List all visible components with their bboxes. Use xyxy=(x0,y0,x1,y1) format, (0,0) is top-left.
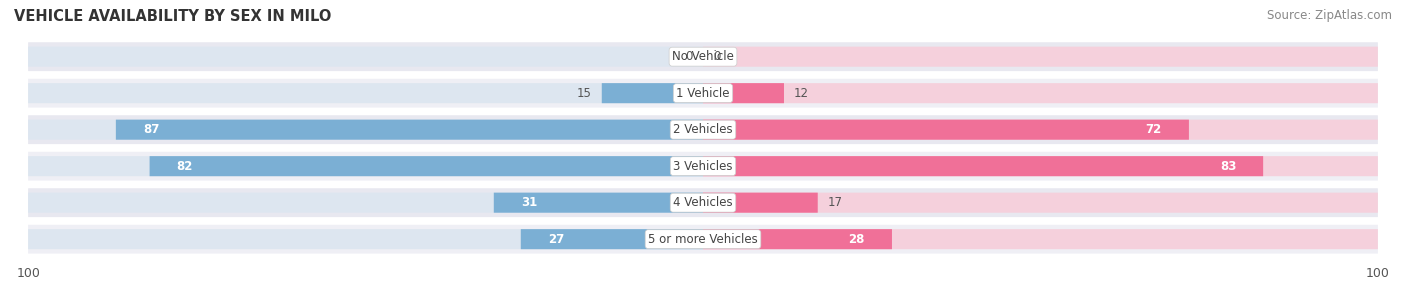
Text: 5 or more Vehicles: 5 or more Vehicles xyxy=(648,233,758,246)
FancyBboxPatch shape xyxy=(28,47,703,67)
FancyBboxPatch shape xyxy=(703,193,1378,213)
Text: 72: 72 xyxy=(1146,123,1161,136)
Text: 27: 27 xyxy=(548,233,564,246)
Text: 87: 87 xyxy=(143,123,159,136)
FancyBboxPatch shape xyxy=(703,156,1378,176)
Text: 15: 15 xyxy=(576,87,592,100)
Text: Source: ZipAtlas.com: Source: ZipAtlas.com xyxy=(1267,9,1392,22)
Text: 2 Vehicles: 2 Vehicles xyxy=(673,123,733,136)
FancyBboxPatch shape xyxy=(703,229,891,249)
FancyBboxPatch shape xyxy=(149,156,703,176)
FancyBboxPatch shape xyxy=(28,152,1378,181)
FancyBboxPatch shape xyxy=(703,120,1189,140)
Text: VEHICLE AVAILABILITY BY SEX IN MILO: VEHICLE AVAILABILITY BY SEX IN MILO xyxy=(14,9,332,24)
Text: 17: 17 xyxy=(828,196,842,209)
FancyBboxPatch shape xyxy=(28,188,1378,217)
FancyBboxPatch shape xyxy=(520,229,703,249)
FancyBboxPatch shape xyxy=(494,193,703,213)
FancyBboxPatch shape xyxy=(602,83,703,103)
FancyBboxPatch shape xyxy=(28,120,703,140)
FancyBboxPatch shape xyxy=(28,79,1378,108)
Text: 83: 83 xyxy=(1220,160,1236,173)
FancyBboxPatch shape xyxy=(28,115,1378,144)
Text: No Vehicle: No Vehicle xyxy=(672,50,734,63)
FancyBboxPatch shape xyxy=(28,229,703,249)
FancyBboxPatch shape xyxy=(28,225,1378,253)
Text: 82: 82 xyxy=(177,160,193,173)
Text: 0: 0 xyxy=(713,50,720,63)
Text: 1 Vehicle: 1 Vehicle xyxy=(676,87,730,100)
FancyBboxPatch shape xyxy=(703,83,1378,103)
FancyBboxPatch shape xyxy=(28,156,703,176)
FancyBboxPatch shape xyxy=(703,156,1263,176)
Text: 3 Vehicles: 3 Vehicles xyxy=(673,160,733,173)
Text: 31: 31 xyxy=(520,196,537,209)
FancyBboxPatch shape xyxy=(28,83,703,103)
FancyBboxPatch shape xyxy=(28,42,1378,71)
FancyBboxPatch shape xyxy=(703,193,818,213)
FancyBboxPatch shape xyxy=(703,47,1378,67)
Text: 4 Vehicles: 4 Vehicles xyxy=(673,196,733,209)
FancyBboxPatch shape xyxy=(703,83,785,103)
FancyBboxPatch shape xyxy=(703,120,1378,140)
FancyBboxPatch shape xyxy=(703,229,1378,249)
Text: 28: 28 xyxy=(849,233,865,246)
Text: 0: 0 xyxy=(686,50,693,63)
Text: 12: 12 xyxy=(794,87,808,100)
FancyBboxPatch shape xyxy=(115,120,703,140)
FancyBboxPatch shape xyxy=(28,193,703,213)
